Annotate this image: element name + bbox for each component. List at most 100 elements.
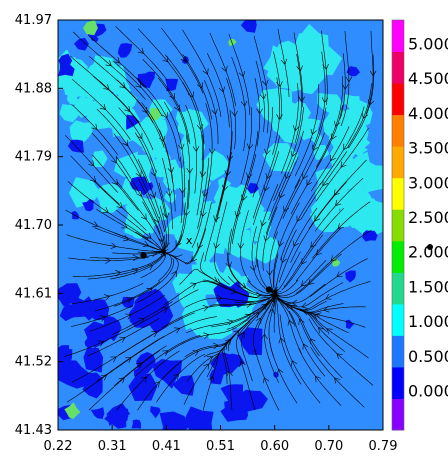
colorbar-tick-label: 2.000: [408, 243, 448, 262]
streamline: [283, 208, 344, 288]
streamline: [227, 252, 277, 296]
field-patch: [224, 353, 245, 374]
streamline-arrow: [259, 93, 267, 100]
streamline-arrow: [285, 172, 291, 180]
streamline-arrow: [315, 375, 322, 383]
streamline-arrow: [167, 167, 175, 174]
streamline: [87, 34, 146, 89]
field-patch: [58, 360, 89, 389]
streamline: [312, 201, 371, 259]
streamline: [113, 133, 159, 219]
streamline-arrow: [321, 97, 329, 104]
x-marker: x: [186, 234, 193, 247]
field-patch: [186, 295, 197, 304]
streamline: [64, 325, 137, 357]
x-tick-label: 0.41: [152, 439, 181, 454]
streamline: [159, 129, 176, 212]
streamline-arrow: [169, 93, 175, 100]
streamline-arrow: [158, 250, 165, 257]
streamline-arrow: [291, 360, 298, 367]
streamline-arrow: [260, 220, 267, 227]
streamline-arrow: [330, 133, 337, 140]
streamline-arrow: [161, 249, 168, 256]
streamline: [294, 107, 327, 189]
streamline-arrow: [149, 192, 156, 199]
streamline-arrow: [278, 337, 285, 344]
streamline: [66, 234, 161, 252]
field-patch: [362, 230, 378, 242]
streamline-arrow: [334, 120, 341, 128]
streamline: [293, 307, 346, 353]
field-patch: [228, 38, 237, 47]
streamline: [308, 159, 367, 229]
streamline: [67, 181, 149, 240]
streamline-arrow: [162, 56, 169, 63]
streamline-arrow: [343, 143, 350, 151]
streamline: [137, 159, 165, 233]
streamline: [269, 337, 298, 404]
colorbar-segment: [392, 398, 404, 431]
streamline: [272, 179, 301, 240]
streamline-arrow: [116, 202, 123, 209]
streamline: [314, 177, 364, 232]
streamline-arrow: [113, 57, 121, 64]
streamline-arrow: [290, 150, 297, 158]
streamline-arrow: [179, 187, 186, 194]
x-tick-label: 0.60: [260, 439, 289, 454]
streamline-arrow: [202, 305, 209, 312]
streamline: [162, 157, 173, 229]
field-patch: [345, 184, 360, 199]
field-patch: [128, 373, 158, 401]
streamline-arrow: [118, 377, 125, 384]
streamline-arrow: [197, 82, 203, 89]
streamline: [277, 28, 290, 98]
streamline: [253, 151, 280, 226]
streamline: [118, 312, 195, 356]
field-patch: [185, 406, 214, 430]
x-tick-label: 0.31: [98, 439, 127, 454]
field-patch: [362, 159, 383, 193]
streamline-arrow: [310, 338, 316, 345]
colorbar-tick-label: 3.500: [408, 139, 448, 158]
streamline-arrow: [213, 242, 220, 249]
streamline: [207, 53, 230, 128]
streamline: [96, 108, 148, 184]
colorbar-segment: [392, 272, 404, 305]
streamline-arrow: [89, 175, 97, 183]
streamline-arrow: [122, 139, 129, 147]
streamline-arrow: [91, 123, 98, 130]
streamline: [290, 181, 348, 263]
streamline: [264, 290, 279, 383]
streamline: [210, 291, 276, 328]
streamline-arrow: [272, 296, 279, 302]
field-patch: [69, 177, 101, 208]
streamline: [278, 207, 318, 283]
field-patch: [175, 111, 190, 126]
streamline-arrow: [110, 242, 117, 249]
field-patch: [345, 270, 356, 283]
streamline: [229, 176, 249, 255]
streamline: [72, 31, 146, 100]
streamline: [178, 179, 189, 245]
streamline-arrow: [135, 170, 142, 178]
streamline-arrow: [261, 333, 268, 340]
field-patch: [69, 120, 95, 145]
field-patch: [300, 33, 322, 57]
streamline-arrow: [237, 243, 245, 249]
field-patch: [104, 408, 129, 429]
streamline-arrow: [150, 170, 157, 177]
streamline: [340, 53, 346, 119]
streamline: [142, 59, 191, 145]
streamline: [64, 135, 119, 193]
streamline: [136, 77, 180, 162]
streamline-arrow: [240, 282, 247, 289]
streamline: [232, 154, 257, 245]
streamline-arrow: [325, 293, 332, 300]
streamline-arrow: [264, 296, 271, 303]
streamline: [163, 101, 185, 198]
streamline: [203, 80, 219, 145]
streamline: [274, 253, 342, 298]
streamline: [141, 102, 173, 183]
streamline-arrow: [308, 278, 315, 285]
